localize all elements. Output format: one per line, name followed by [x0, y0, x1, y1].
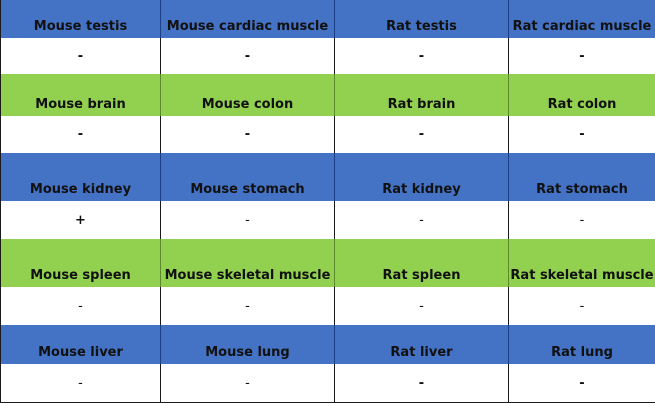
- tissue-header-cell: Mouse colon: [161, 74, 335, 116]
- expression-value-cell: -: [509, 116, 655, 153]
- tissue-header-cell: Rat spleen: [335, 239, 509, 287]
- tissue-header-cell: Rat skeletal muscle: [509, 239, 655, 287]
- expression-value-cell: -: [0, 287, 161, 325]
- expression-value-cell: -: [509, 38, 655, 74]
- expression-value-cell: -: [161, 38, 335, 74]
- expression-value-cell: -: [161, 364, 335, 403]
- expression-value-cell: -: [0, 116, 161, 153]
- expression-value-cell: -: [161, 116, 335, 153]
- expression-value-cell: -: [509, 364, 655, 403]
- expression-value-cell: -: [335, 116, 509, 153]
- tissue-header-cell: Mouse lung: [161, 325, 335, 364]
- tissue-header-cell: Mouse brain: [0, 74, 161, 116]
- expression-value-cell: -: [335, 201, 509, 239]
- expression-value-cell: -: [509, 201, 655, 239]
- expression-value-cell: -: [0, 38, 161, 74]
- expression-value-cell: -: [161, 287, 335, 325]
- tissue-header-cell: Rat brain: [335, 74, 509, 116]
- tissue-header-cell: Mouse spleen: [0, 239, 161, 287]
- expression-value-cell: -: [509, 287, 655, 325]
- expression-value-cell: -: [335, 287, 509, 325]
- expression-value-cell: -: [161, 201, 335, 239]
- tissue-header-cell: Rat colon: [509, 74, 655, 116]
- tissue-header-cell: Mouse liver: [0, 325, 161, 364]
- tissue-header-cell: Rat testis: [335, 0, 509, 38]
- tissue-header-cell: Mouse skeletal muscle: [161, 239, 335, 287]
- tissue-header-cell: Mouse stomach: [161, 153, 335, 201]
- tissue-header-cell: Mouse kidney: [0, 153, 161, 201]
- tissue-header-cell: Rat lung: [509, 325, 655, 364]
- tissue-header-cell: Mouse cardiac muscle: [161, 0, 335, 38]
- expression-value-cell: -: [335, 38, 509, 74]
- expression-value-cell: -: [0, 364, 161, 403]
- expression-value-cell: -: [335, 364, 509, 403]
- tissue-header-cell: Rat stomach: [509, 153, 655, 201]
- expression-value-cell: +: [0, 201, 161, 239]
- tissue-header-cell: Rat kidney: [335, 153, 509, 201]
- tissue-header-cell: Rat cardiac muscle: [509, 0, 655, 38]
- tissue-header-cell: Rat liver: [335, 325, 509, 364]
- tissue-header-cell: Mouse testis: [0, 0, 161, 38]
